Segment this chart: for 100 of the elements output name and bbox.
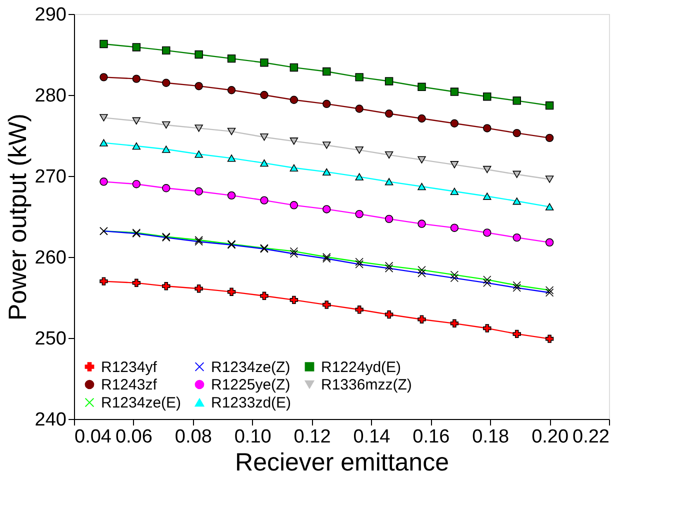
- point: [194, 150, 203, 158]
- y-tick-label: 270: [34, 166, 66, 188]
- point: [483, 124, 492, 132]
- point: [355, 173, 364, 180]
- point: [545, 334, 554, 343]
- point: [483, 192, 492, 200]
- legend-label: R1225ye(Z): [211, 376, 290, 394]
- legend-label: R1233zd(E): [211, 394, 292, 412]
- y-axis-title: Power output (kW): [4, 113, 32, 321]
- point: [355, 104, 364, 113]
- point: [512, 330, 521, 338]
- point: [290, 138, 298, 145]
- point: [290, 164, 298, 172]
- point: [162, 184, 170, 192]
- point: [545, 203, 554, 210]
- point: [100, 73, 108, 82]
- point: [545, 176, 554, 183]
- point: [355, 146, 364, 154]
- legend-label: R1224yd(E): [321, 358, 402, 376]
- x-tick-label: 0.12: [294, 426, 331, 448]
- point: [260, 90, 268, 100]
- point: [290, 63, 298, 72]
- point: [290, 96, 298, 104]
- legend-label: R1234ze(Z): [211, 358, 290, 376]
- point: [132, 142, 141, 150]
- point: [132, 180, 141, 188]
- point: [132, 74, 141, 83]
- y-tick-label: 280: [34, 86, 66, 106]
- point: [227, 86, 236, 94]
- point: [227, 54, 236, 63]
- point: [260, 196, 268, 204]
- point: [194, 284, 203, 293]
- point: [100, 277, 108, 286]
- point: [322, 205, 331, 214]
- point: [227, 154, 236, 162]
- x-tick-label: 0.18: [472, 426, 510, 448]
- point: [227, 128, 236, 136]
- point: [227, 191, 236, 200]
- point: [260, 58, 268, 67]
- x-tick-label: 0.10: [234, 426, 272, 448]
- point: [322, 100, 331, 108]
- point: [450, 319, 459, 328]
- legend-label: R1234yf: [101, 358, 158, 376]
- point: [450, 161, 459, 168]
- point: [450, 188, 459, 195]
- point: [545, 238, 554, 247]
- point: [260, 159, 268, 167]
- point: [194, 82, 203, 90]
- x-tick-label: 0.14: [353, 426, 391, 448]
- point: [260, 134, 268, 141]
- point: [545, 101, 554, 110]
- point: [483, 166, 492, 174]
- point: [355, 306, 364, 314]
- point: [512, 198, 521, 205]
- x-tick-label: 0.06: [115, 426, 152, 448]
- x-tick-label: 0.16: [412, 426, 450, 448]
- point: [355, 210, 364, 218]
- point: [290, 201, 298, 210]
- point: [355, 73, 364, 82]
- point: [418, 82, 426, 92]
- point: [260, 292, 268, 300]
- x-tick-label: 0.20: [532, 426, 569, 448]
- y-tick-label: 290: [34, 4, 66, 26]
- point: [512, 96, 521, 105]
- point: [162, 78, 170, 87]
- point: [100, 178, 108, 186]
- point: [418, 182, 426, 190]
- point: [418, 156, 426, 164]
- point: [322, 300, 331, 309]
- x-axis-title: Reciever emittance: [235, 448, 449, 476]
- point: [162, 46, 170, 55]
- x-tick-label: 0.04: [74, 426, 112, 448]
- legend-label: R1234ze(E): [101, 394, 182, 412]
- point: [162, 282, 170, 290]
- point: [384, 178, 394, 186]
- point: [418, 220, 426, 228]
- point: [100, 114, 108, 122]
- point: [194, 50, 203, 59]
- point: [384, 77, 394, 86]
- y-tick-label: 250: [34, 328, 66, 350]
- point: [132, 117, 141, 125]
- legend-label: R1243zf: [101, 376, 158, 394]
- point: [483, 228, 492, 237]
- point: [227, 288, 236, 296]
- point: [384, 214, 394, 224]
- point: [322, 168, 331, 176]
- point: [384, 310, 394, 319]
- point: [100, 40, 108, 48]
- point: [545, 134, 554, 142]
- point: [483, 324, 492, 332]
- point: [512, 233, 521, 242]
- x-tick-label: 0.08: [174, 426, 212, 448]
- point: [450, 224, 459, 232]
- point: [384, 151, 394, 159]
- point: [162, 146, 170, 153]
- point: [450, 88, 459, 96]
- point: [194, 124, 203, 132]
- point: [132, 278, 141, 288]
- point: [384, 110, 394, 118]
- point: [100, 139, 108, 146]
